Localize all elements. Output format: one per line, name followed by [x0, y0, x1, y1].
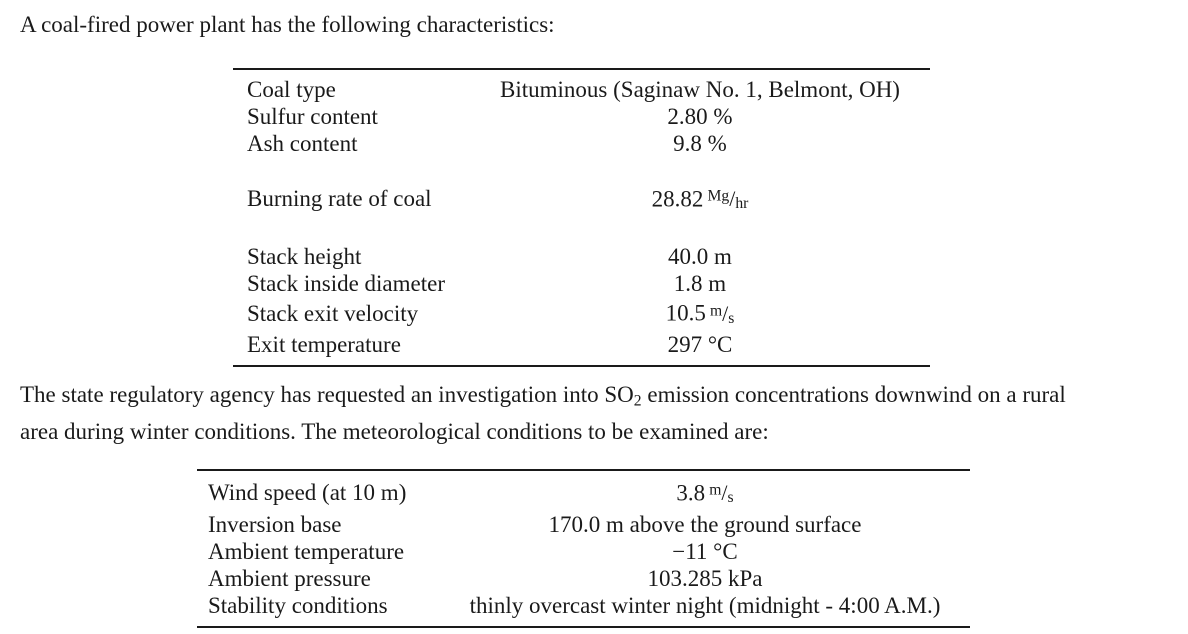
- row-value: 2.80 %: [667, 104, 733, 129]
- table-row: Exit temperature 297 °C: [233, 331, 930, 366]
- row-label: Wind speed (at 10 m): [208, 480, 407, 506]
- so2-subscript: 2: [633, 392, 642, 410]
- table-row: Stability conditions thinly overcast win…: [197, 592, 970, 627]
- table-row: Burning rate of coal 28.82 Mg/hr: [233, 183, 930, 217]
- row-value: 103.285 kPa: [647, 566, 763, 592]
- table-row: Ambient temperature −11 °C: [197, 538, 970, 565]
- unit-fraction: m/s: [710, 301, 735, 327]
- row-label: Ambient temperature: [208, 539, 405, 565]
- row-label: Stack height: [247, 244, 362, 270]
- table-row: Ash content 9.8 %: [233, 130, 930, 157]
- row-value: Bituminous (Saginaw No. 1, Belmont, OH): [500, 77, 900, 102]
- row-value: 28.82 Mg/hr: [651, 186, 749, 213]
- table-spacer-row: [233, 217, 930, 243]
- row-value: 297 °C: [667, 332, 733, 358]
- row-label: Inversion base: [208, 512, 342, 538]
- table-row: Coal type Bituminous (Saginaw No. 1, Bel…: [233, 69, 930, 103]
- unit-fraction: m/s: [709, 481, 734, 507]
- table-row: Inversion base 170.0 m above the ground …: [197, 511, 970, 538]
- row-value: 10.5 m/s: [665, 300, 735, 327]
- row-label: Sulfur content: [247, 104, 378, 129]
- paragraph-line-2: area during winter conditions. The meteo…: [20, 419, 769, 445]
- unit-fraction: Mg/hr: [707, 187, 749, 213]
- table-row: Sulfur content 2.80 %: [233, 103, 930, 130]
- row-value: −11 °C: [672, 539, 738, 565]
- row-value: 40.0 m: [668, 244, 732, 270]
- table-row: Stack inside diameter 1.8 m: [233, 270, 930, 297]
- row-value: 9.8 %: [673, 131, 727, 156]
- body-paragraph: The state regulatory agency has requeste…: [20, 379, 1066, 447]
- intro-text: A coal-fired power plant has the followi…: [20, 12, 555, 37]
- row-label: Stability conditions: [208, 593, 388, 619]
- row-label: Coal type: [247, 77, 336, 102]
- row-label: Ambient pressure: [208, 566, 371, 592]
- row-label: Burning rate of coal: [247, 186, 432, 212]
- table-row: Stack exit velocity 10.5 m/s: [233, 297, 930, 331]
- row-value: 170.0 m above the ground surface: [548, 512, 862, 538]
- table-row: Ambient pressure 103.285 kPa: [197, 565, 970, 592]
- row-value: 1.8 m: [673, 271, 727, 297]
- row-label: Stack inside diameter: [247, 271, 445, 297]
- table-row: Stack height 40.0 m: [233, 243, 930, 270]
- row-value: 3.8 m/s: [676, 480, 734, 507]
- table-spacer-row: [233, 157, 930, 183]
- meteorological-conditions-table: Wind speed (at 10 m) 3.8 m/s Inversion ba…: [197, 469, 970, 629]
- row-label: Exit temperature: [247, 332, 401, 358]
- row-label: Ash content: [247, 131, 358, 156]
- table-row: Wind speed (at 10 m) 3.8 m/s: [197, 470, 970, 511]
- row-label: Stack exit velocity: [247, 300, 419, 326]
- plant-characteristics-table: Coal type Bituminous (Saginaw No. 1, Bel…: [233, 68, 930, 368]
- paragraph-line-1: The state regulatory agency has requeste…: [20, 382, 1066, 410]
- row-value: thinly overcast winter night (midnight -…: [469, 593, 941, 619]
